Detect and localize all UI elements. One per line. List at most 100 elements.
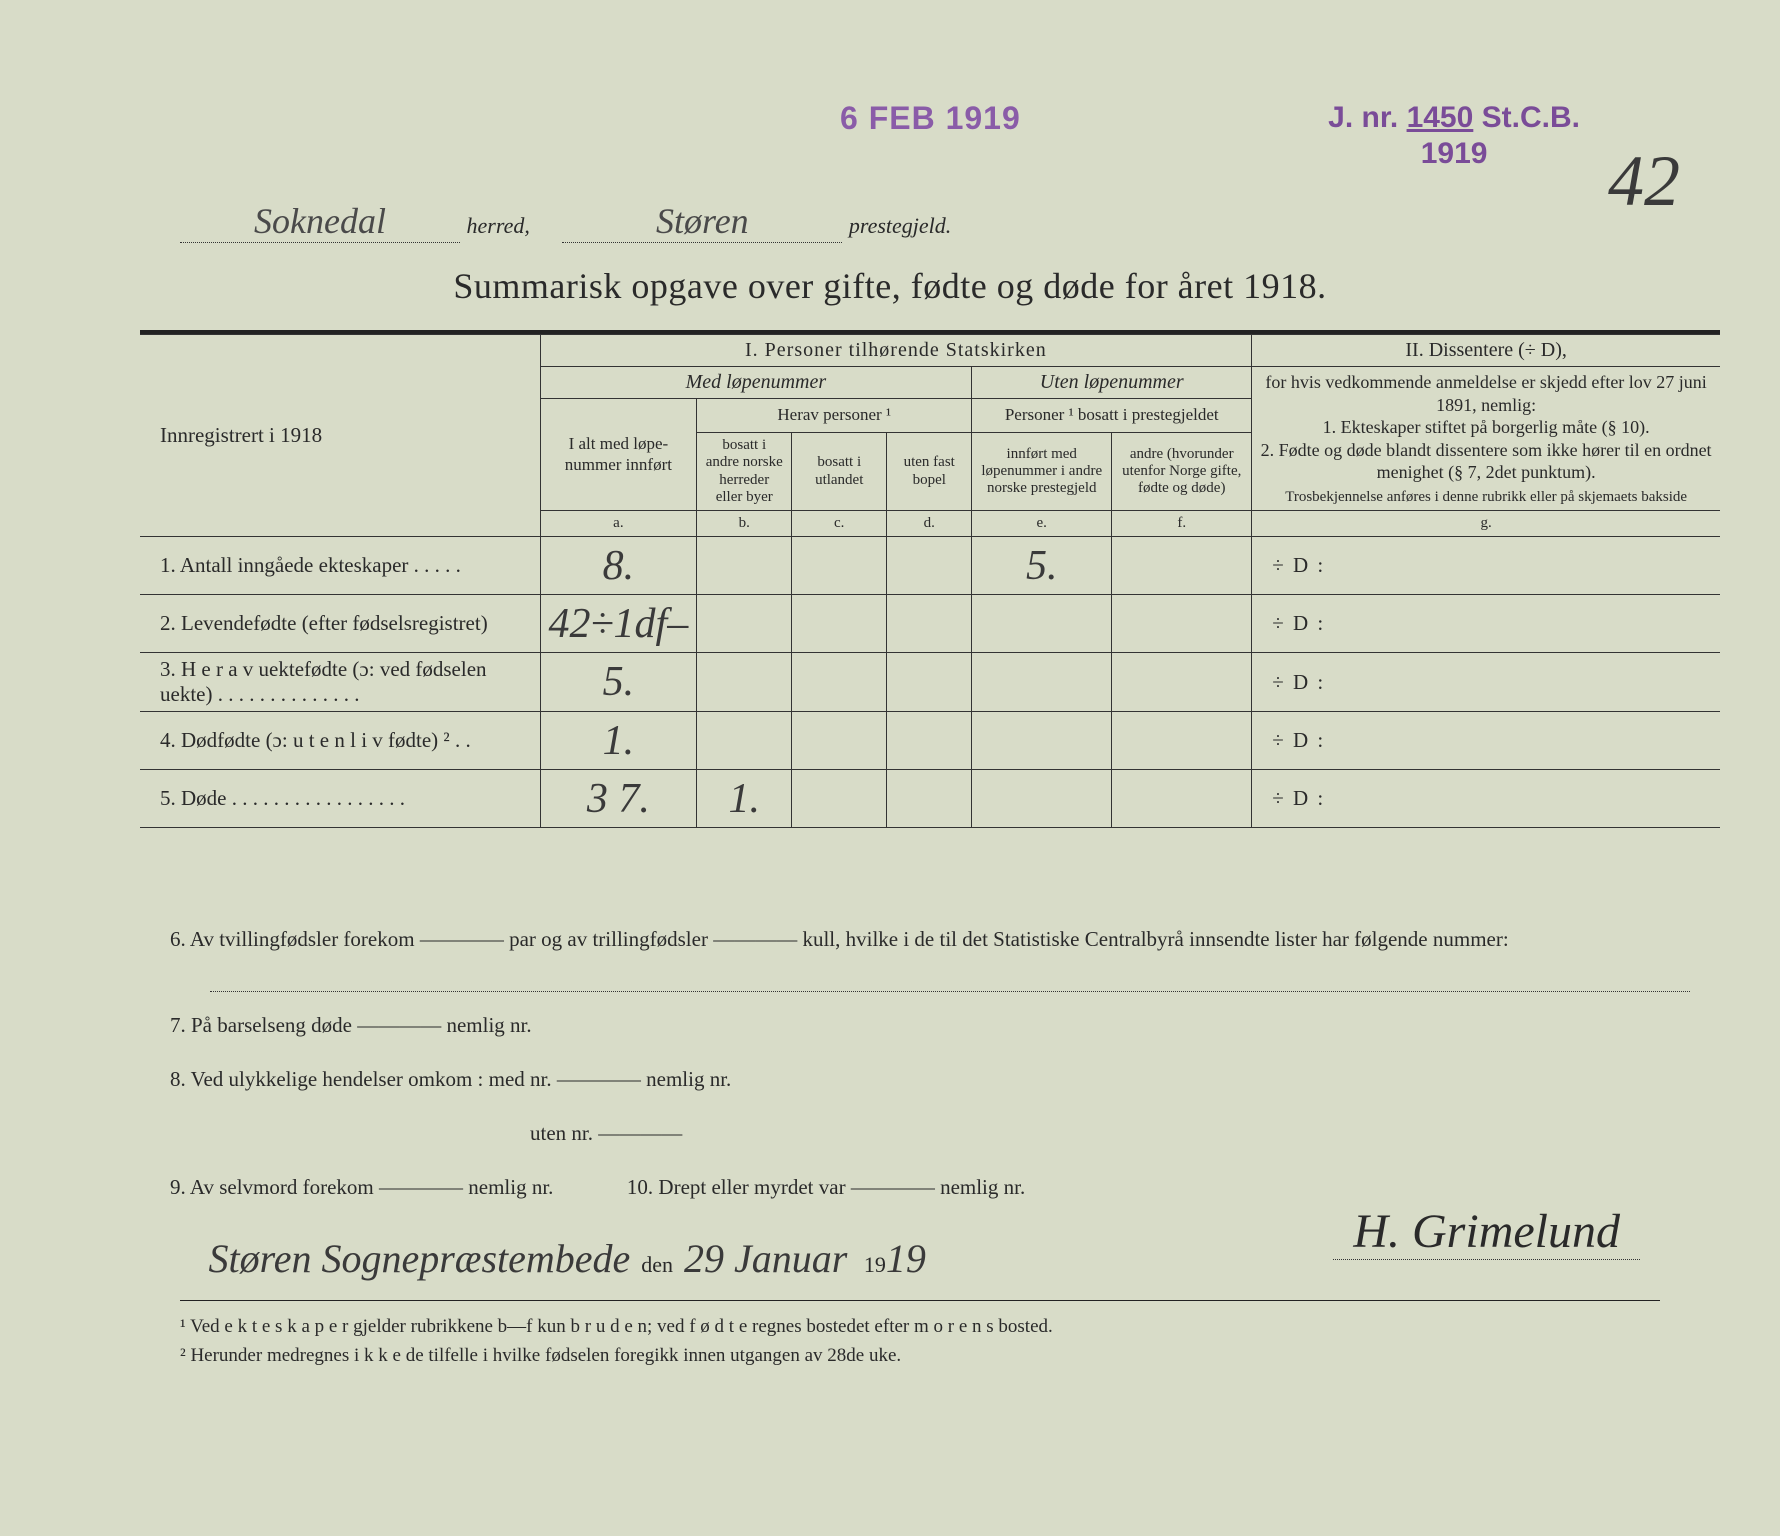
table-body: 1. Antall inngåede ekteskaper . . . . . … [140, 537, 1720, 828]
col-c-header: bosatt i utlandet [792, 433, 887, 511]
cell-a: 5. [540, 653, 697, 712]
cell-d [887, 653, 972, 712]
letter-c: c. [792, 511, 887, 537]
cell-g: ÷ D : [1252, 712, 1720, 770]
year-prefix: 19 [864, 1252, 886, 1277]
personer-bosatt-header: Personer ¹ bosatt i prestegjeldet [972, 399, 1252, 433]
q6: 6. Av tvillingfødsler forekom ———— par o… [170, 920, 1690, 960]
prestegjeld-label: prestegjeld. [849, 213, 951, 238]
letter-b: b. [697, 511, 792, 537]
q9-q10-line: 9. Av selvmord forekom ———— nemlig nr. 1… [170, 1168, 1690, 1208]
cell-b [697, 537, 792, 595]
prestegjeld-value: Støren [562, 200, 842, 243]
cell-f [1112, 653, 1252, 712]
letter-d: d. [887, 511, 972, 537]
footnote-2: ² Herunder medregnes i k k e de tilfelle… [180, 1342, 1660, 1371]
cell-a: 8. [540, 537, 697, 595]
cell-c [792, 770, 887, 828]
left-header: Innregistrert i 1918 [140, 335, 540, 537]
q8: 8. Ved ulykkelige hendelser omkom : med … [170, 1060, 1690, 1100]
cell-c [792, 537, 887, 595]
signature-handwritten: H. Grimelund [1333, 1204, 1640, 1260]
diss-note: Trosbekjennelse anføres i denne rubrikk … [1285, 489, 1687, 505]
table-row: 5. Døde . . . . . . . . . . . . . . . . … [140, 770, 1720, 828]
col-e-header: innført med løpenummer i andre norske pr… [972, 433, 1112, 511]
cell-e [972, 712, 1112, 770]
cell-g: ÷ D : [1252, 653, 1720, 712]
cell-g: ÷ D : [1252, 595, 1720, 653]
section1-header: I. Personer tilhørende Statskirken [540, 335, 1252, 367]
cell-e [972, 770, 1112, 828]
jnr-number: 1450 [1407, 101, 1474, 134]
blank-line [210, 974, 1690, 992]
uten-lopenummer: Uten løpenummer [972, 367, 1252, 399]
med-lopenummer: Med løpenummer [540, 367, 972, 399]
date-stamp: 6 FEB 1919 [840, 100, 1021, 137]
row-label: 4. Dødfødte (ɔ: u t e n l i v fødte) ² .… [140, 712, 540, 770]
col-b-header: bosatt i andre norske herreder eller bye… [697, 433, 792, 511]
cell-c [792, 712, 887, 770]
diss-item2: 2. Fødte og døde blandt dissentere som i… [1261, 440, 1712, 483]
table-row: 4. Dødfødte (ɔ: u t e n l i v fødte) ² .… [140, 712, 1720, 770]
cell-a: 42÷1df– [540, 595, 697, 653]
letter-f: f. [1112, 511, 1252, 537]
cell-d [887, 770, 972, 828]
jnr-suffix: St.C.B. [1482, 101, 1580, 134]
date-handwritten: 29 Januar [684, 1236, 847, 1281]
cell-d [887, 537, 972, 595]
cell-b [697, 712, 792, 770]
cell-a: 3 7. [540, 770, 697, 828]
footnote-1: ¹ Ved e k t e s k a p e r gjelder rubrik… [180, 1313, 1660, 1342]
q8b: uten nr. ———— [170, 1114, 1690, 1154]
summary-table: Innregistrert i 1918 I. Personer tilhøre… [140, 334, 1720, 828]
cell-e [972, 595, 1112, 653]
cell-f [1112, 595, 1252, 653]
table-row: 2. Levendefødte (efter fødselsregistret)… [140, 595, 1720, 653]
place-handwritten: Støren Sognepræstembede [209, 1236, 631, 1281]
cell-e [972, 653, 1112, 712]
herav-header: Herav personer ¹ [697, 399, 972, 433]
jnr-year: 1919 [1421, 137, 1488, 170]
journal-number-stamp: J. nr. 1450 St.C.B. 1919 [1328, 100, 1580, 172]
cell-b [697, 595, 792, 653]
q10: 10. Drept eller myrdet var ———— nemlig n… [627, 1175, 1025, 1199]
letter-g: g. [1252, 511, 1720, 537]
col-a-header: I alt med løpe- nummer innført [540, 399, 697, 511]
cell-f [1112, 537, 1252, 595]
page-number-handwritten: 42 [1608, 140, 1680, 223]
cell-d [887, 712, 972, 770]
dissenter-text: for hvis vedkommende anmeldelse er skjed… [1252, 367, 1720, 511]
den-label: den [641, 1252, 673, 1277]
document-page: 6 FEB 1919 J. nr. 1450 St.C.B. 1919 42 S… [60, 40, 1720, 1490]
q9: 9. Av selvmord forekom ———— nemlig nr. [170, 1175, 553, 1199]
diss-item1: 1. Ekteskaper stiftet på borgerlig måte … [1323, 417, 1650, 437]
herred-value: Soknedal [180, 200, 460, 243]
cell-c [792, 653, 887, 712]
herred-label: herred, [467, 213, 530, 238]
cell-c [792, 595, 887, 653]
form-title: Summarisk opgave over gifte, fødte og dø… [60, 265, 1720, 307]
section2-header: II. Dissentere (÷ D), [1252, 335, 1720, 367]
letter-a: a. [540, 511, 697, 537]
cell-d [887, 595, 972, 653]
main-table-wrap: Innregistrert i 1918 I. Personer tilhøre… [140, 330, 1720, 828]
table-row: 1. Antall inngåede ekteskaper . . . . . … [140, 537, 1720, 595]
col-d-header: uten fast bopel [887, 433, 972, 511]
cell-a: 1. [540, 712, 697, 770]
row-label: 3. H e r a v uektefødte (ɔ: ved fødselen… [140, 653, 540, 712]
cell-b: 1. [697, 770, 792, 828]
q7: 7. På barselseng døde ———— nemlig nr. [170, 1006, 1690, 1046]
cell-b [697, 653, 792, 712]
year-handwritten: 19 [886, 1236, 926, 1281]
row-label: 1. Antall inngåede ekteskaper . . . . . [140, 537, 540, 595]
diss-text1: for hvis vedkommende anmeldelse er skjed… [1265, 372, 1706, 415]
cell-f [1112, 770, 1252, 828]
header-line: Soknedal herred, Støren prestegjeld. [180, 200, 1580, 243]
row-label: 2. Levendefødte (efter fødselsregistret) [140, 595, 540, 653]
cell-e: 5. [972, 537, 1112, 595]
cell-f [1112, 712, 1252, 770]
row-label: 5. Døde . . . . . . . . . . . . . . . . … [140, 770, 540, 828]
col-f-header: andre (hvorunder utenfor Norge gifte, fø… [1112, 433, 1252, 511]
table-row: 3. H e r a v uektefødte (ɔ: ved fødselen… [140, 653, 1720, 712]
jnr-label: J. nr. [1328, 101, 1398, 134]
